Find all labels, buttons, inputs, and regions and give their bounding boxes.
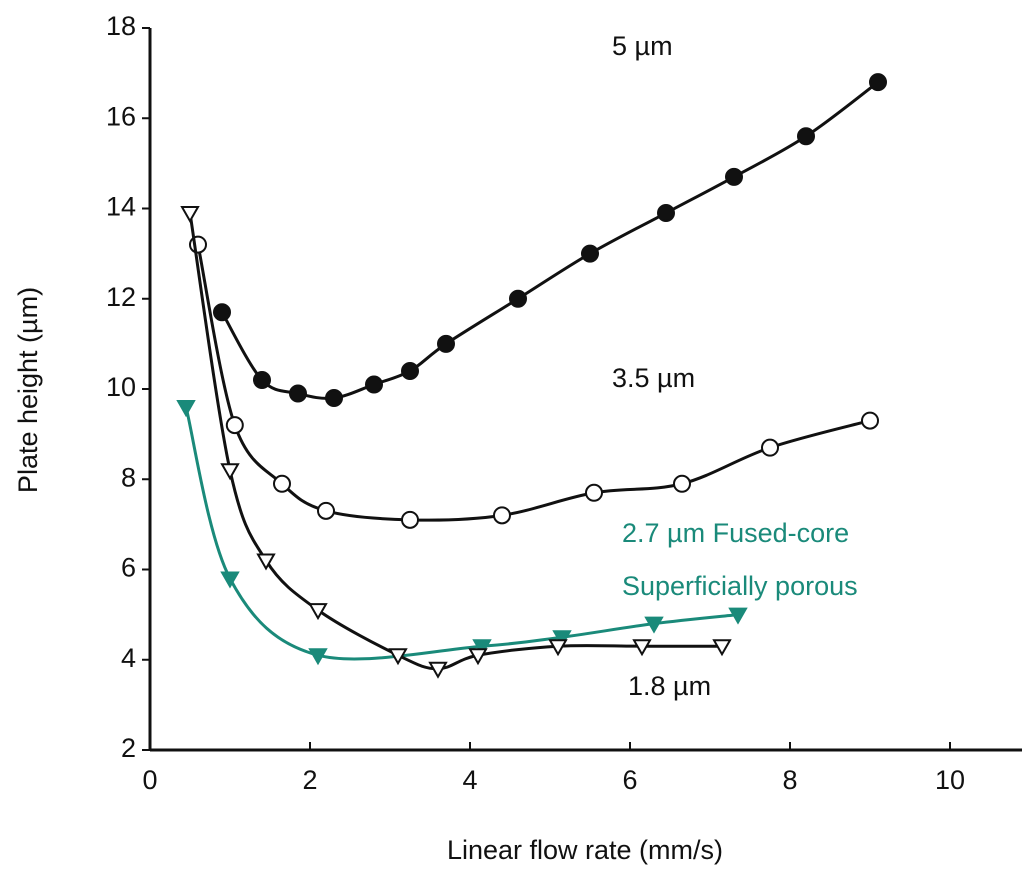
y-tick-label: 18 [106,11,136,41]
data-point [493,506,511,525]
data-point [644,616,664,634]
data-point [869,73,887,92]
data-point [428,661,448,679]
data-point [225,416,244,435]
x-tick-label: 10 [935,765,965,795]
data-point [308,603,328,621]
data-point [548,639,568,657]
y-tick-label: 4 [121,643,136,673]
data-point [712,639,732,657]
data-point [180,206,200,224]
x-tick-label: 2 [302,765,317,795]
fit-curve [196,244,871,522]
x-tick-label: 8 [782,765,797,795]
data-point [289,384,307,403]
x-tick-label: 6 [622,765,637,795]
x-axis-title: Linear flow rate (mm/s) [447,835,723,865]
data-point [509,289,527,308]
data-point [253,370,271,389]
data-point [273,474,291,493]
data-point [325,389,343,408]
y-tick-label: 16 [106,101,136,131]
data-point [401,510,419,529]
data-point [468,648,488,666]
data-point [388,648,408,666]
y-axis-title: Plate height (µm) [13,287,43,493]
annotation: 3.5 µm [612,363,695,393]
data-point [552,630,572,648]
data-point [632,639,652,657]
data-point [673,474,691,493]
data-point [761,438,779,457]
annotation: 1.8 µm [628,671,711,701]
data-point [797,127,815,146]
y-tick-label: 12 [106,282,136,312]
data-point [220,571,240,589]
annotation: 2.7 µm Fused-core [622,518,849,548]
data-point [472,639,492,657]
data-point [585,483,603,502]
data-point [657,204,675,223]
data-point [176,400,196,418]
data-point [725,167,743,186]
x-tick-label: 4 [462,765,477,795]
data-point [308,648,328,666]
data-point [256,553,276,571]
fit-curve [220,80,879,400]
annotation: Superficially porous [622,571,858,601]
annotation: 5 µm [612,31,673,61]
data-point [317,501,335,520]
data-point [213,303,231,322]
y-tick-label: 8 [121,462,136,492]
y-tick-label: 14 [106,192,136,222]
data-point [401,361,419,380]
y-tick-label: 2 [121,733,136,763]
data-point [220,463,240,481]
y-tick-label: 10 [106,372,136,402]
data-point [581,244,599,263]
data-point [437,334,455,353]
data-point [861,411,879,430]
data-point [365,375,383,394]
data-point [728,607,748,625]
x-tick-label: 0 [142,765,157,795]
y-tick-label: 6 [121,553,136,583]
